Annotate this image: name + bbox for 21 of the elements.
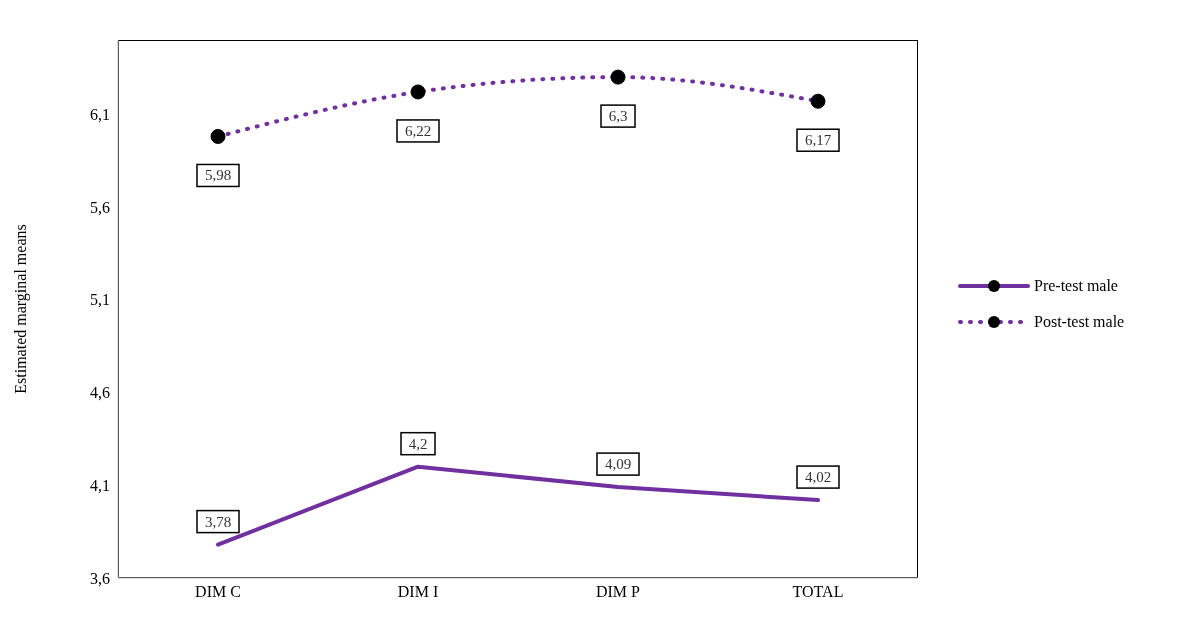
legend-label: Post-test male [1034, 313, 1125, 331]
y-tick-label: 3,6 [90, 569, 110, 587]
data-label: 6,3 [608, 108, 628, 125]
x-tick-label: DIM I [397, 583, 439, 601]
data-label: 3,78 [204, 513, 232, 530]
x-tick-label: DIM C [195, 583, 241, 601]
data-label: 4,09 [604, 456, 632, 473]
data-label: 6,17 [804, 132, 832, 149]
y-axis-title: Estimated marginal means [11, 224, 30, 394]
x-tick-label: TOTAL [792, 583, 844, 601]
y-tick-label: 5,1 [90, 291, 110, 309]
data-label: 6,22 [404, 122, 432, 139]
data-label: 4,02 [804, 469, 832, 486]
y-tick-label: 4,6 [90, 384, 110, 402]
y-tick-label: 5,6 [90, 198, 110, 216]
data-label: 5,98 [204, 167, 232, 184]
y-tick-label: 4,1 [90, 476, 110, 494]
legend-label: Pre-test male [1034, 277, 1118, 295]
y-tick-label: 6,1 [90, 105, 110, 123]
x-tick-label: DIM P [595, 583, 641, 601]
data-label: 4,2 [408, 435, 428, 452]
